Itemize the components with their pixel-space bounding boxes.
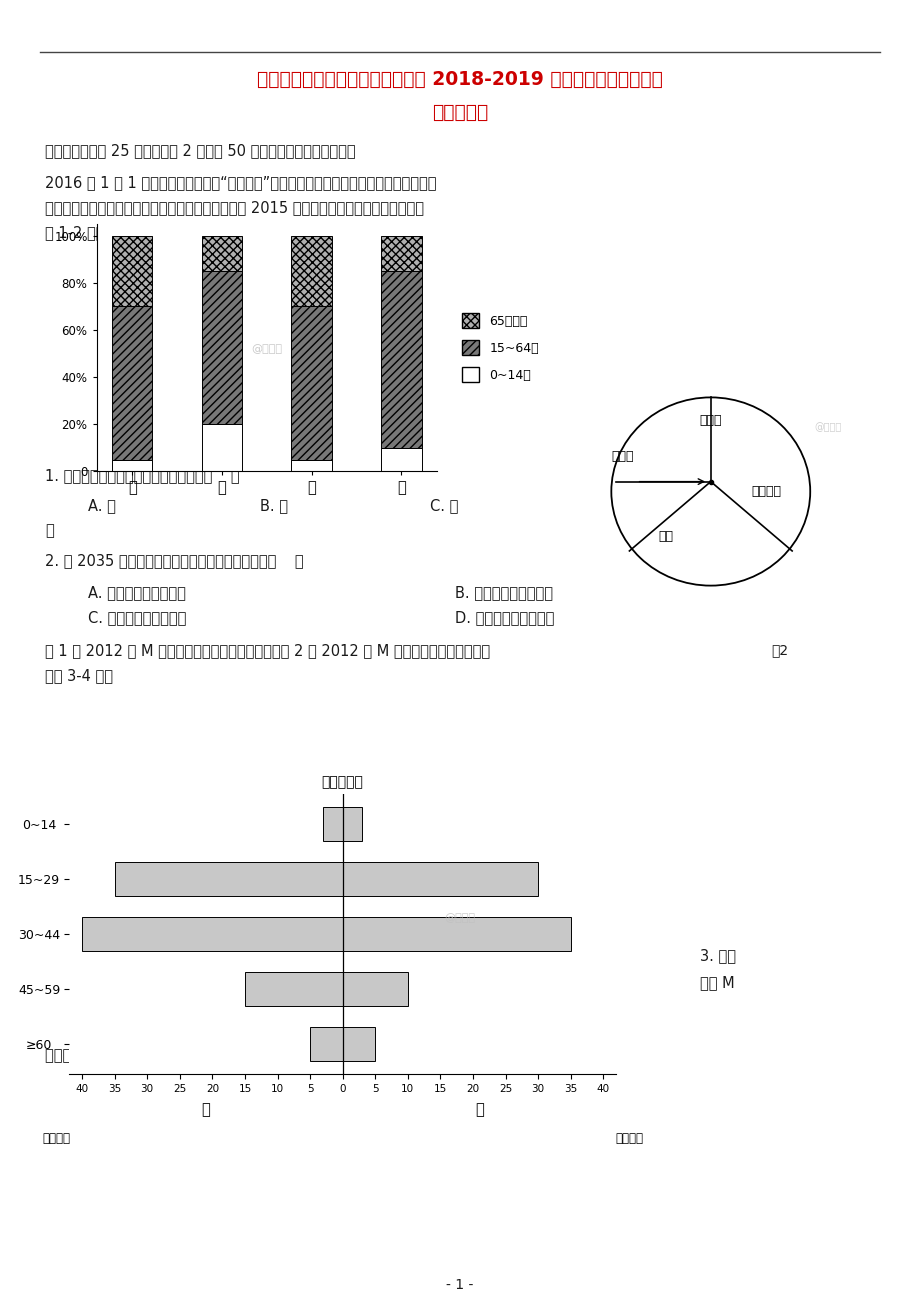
Bar (291, 460, 332, 471)
Text: 回答 3-4 题。: 回答 3-4 题。 (45, 668, 113, 684)
Text: D. 人口老龄化进程加快: D. 人口老龄化进程加快 (455, 611, 554, 625)
Text: 男: 男 (201, 1103, 210, 1117)
Bar (112, 236, 153, 306)
Text: 市迁入人口的叙述，正确的是（    ）: 市迁入人口的叙述，正确的是（ ） (45, 1048, 195, 1062)
Bar (201, 271, 242, 424)
Text: C. 劳动力人口减幅放缓: C. 劳动力人口减幅放缓 (88, 611, 187, 625)
Bar (115, 862, 342, 896)
Text: @正确云: @正确云 (813, 422, 841, 432)
Bar (82, 917, 342, 952)
Text: A. 就学和就业压力减轻: A. 就学和就业压力减轻 (88, 585, 186, 600)
Text: - 1 -: - 1 - (446, 1279, 473, 1292)
Text: （万人）: （万人） (615, 1133, 642, 1146)
Bar (201, 236, 242, 271)
Text: 2. 到 2035 年，此政策对我国的影响，主要表现在（    ）: 2. 到 2035 年，此政策对我国的影响，主要表现在（ ） (45, 553, 303, 568)
Text: （万人）: （万人） (42, 1133, 70, 1146)
Bar (323, 807, 342, 841)
Text: 重工业: 重工业 (611, 450, 633, 464)
Text: 图2: 图2 (771, 643, 788, 658)
Text: B. 乙: B. 乙 (260, 497, 288, 513)
Text: C. 丙: C. 丙 (429, 497, 458, 513)
Text: 下 1-2 题。: 下 1-2 题。 (45, 225, 105, 240)
Text: @正确云: @正确云 (444, 913, 475, 923)
Text: 丁: 丁 (45, 523, 53, 538)
Text: 第三产业: 第三产业 (751, 486, 781, 497)
Bar (342, 973, 407, 1006)
Text: 内蒙古巴彦淖尔市临河区第三中学 2018-2019 学年高一地理下学期期: 内蒙古巴彦淖尔市临河区第三中学 2018-2019 学年高一地理下学期期 (256, 70, 663, 89)
Text: 3. 下列: 3. 下列 (699, 948, 735, 963)
Bar (342, 1027, 375, 1061)
Text: 图 1 为 2012 年 M 市迁入人口年龄及性别统计图，图 2 为 2012 年 M 市从业人口构成图，读图: 图 1 为 2012 年 M 市迁入人口年龄及性别统计图，图 2 为 2012 … (45, 643, 490, 658)
Text: 2016 年 1 月 1 日起，我国正式实施“全面二孩”政策。新的人口政策实施后，将对我国人口: 2016 年 1 月 1 日起，我国正式实施“全面二孩”政策。新的人口政策实施后… (45, 174, 436, 190)
Bar (112, 306, 153, 460)
Text: 轻工业: 轻工业 (698, 414, 721, 427)
Text: 1. 四地中，人口老龄化现象最明显的是（    ）: 1. 四地中，人口老龄化现象最明显的是（ ） (45, 467, 239, 483)
Text: 农业: 农业 (657, 530, 673, 543)
Title: 年龄（岁）: 年龄（岁） (322, 775, 363, 789)
Text: 女: 女 (474, 1103, 483, 1117)
Bar (380, 271, 421, 448)
Text: B. 养老金支付总额减小: B. 养老金支付总额减小 (455, 585, 552, 600)
Bar (201, 424, 242, 471)
Bar (342, 862, 538, 896)
Bar (291, 236, 332, 306)
Text: @正确云: @正确云 (251, 344, 282, 354)
Bar (342, 807, 362, 841)
Bar (244, 973, 342, 1006)
Text: 图1: 图1 (321, 1016, 338, 1029)
Bar (112, 460, 153, 471)
Text: 年龄结构、发展变化等方面产生深远的影响。下图为 2015 年四地人口年龄结构图。读图完成: 年龄结构、发展变化等方面产生深远的影响。下图为 2015 年四地人口年龄结构图。… (45, 201, 424, 215)
Bar (342, 917, 570, 952)
Bar (380, 236, 421, 271)
Legend: 65岁以上, 15~64岁, 0~14岁: 65岁以上, 15~64岁, 0~14岁 (457, 309, 543, 387)
Text: 关于 M: 关于 M (699, 975, 734, 990)
Text: A. 甲: A. 甲 (88, 497, 116, 513)
Bar (310, 1027, 342, 1061)
Text: 末考试试题: 末考试试题 (431, 103, 488, 122)
Bar (291, 306, 332, 460)
Bar (380, 448, 421, 471)
Text: 一、选择题（共 25 小题，每题 2 分，共 50 分，答案涂写到答题卡上）: 一、选择题（共 25 小题，每题 2 分，共 50 分，答案涂写到答题卡上） (45, 143, 356, 158)
